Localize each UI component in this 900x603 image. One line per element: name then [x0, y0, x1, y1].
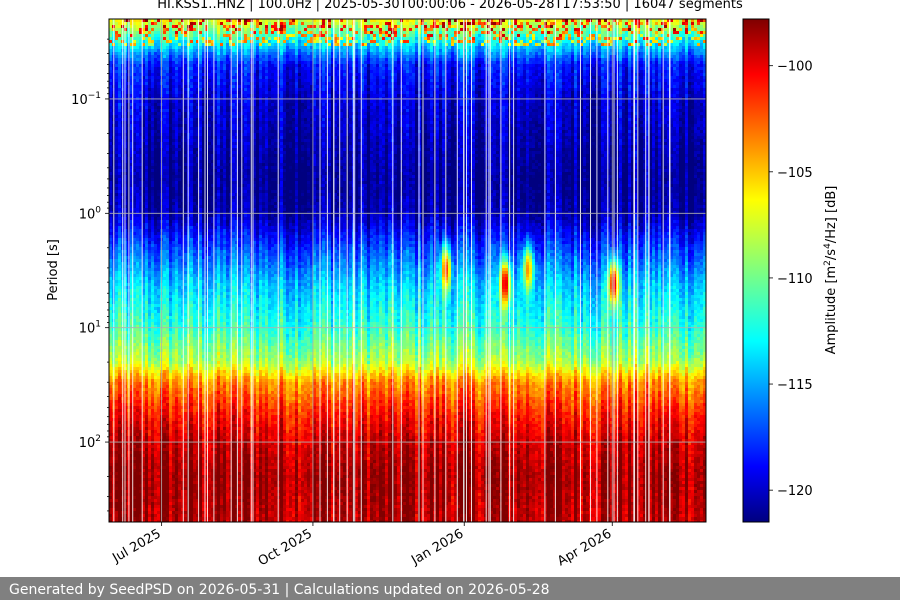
x-tick-label: Oct 2025 [256, 526, 315, 569]
colorbar-tick-label: −105 [777, 166, 813, 181]
y-axis: 10−1 100 101 102 [71, 39, 109, 511]
colorbar-label: Amplitude [m2/s4/Hz] [dB] [823, 186, 839, 355]
y-tick-label: 102 [79, 434, 101, 451]
x-tick-label: Jul 2025 [109, 526, 163, 566]
x-axis: Jul 2025 Oct 2025 Jan 2026 Apr 2026 [109, 522, 614, 569]
colorbar [743, 19, 769, 522]
y-axis-label: Period [s] [46, 239, 61, 301]
colorbar-tick-label: −120 [777, 484, 813, 499]
spectrogram-heatmap [109, 19, 706, 523]
psd-chart: 10−1 100 101 102 Jul 2025 Oct 2025 Jan 2026 Ap… [0, 0, 900, 577]
x-tick-label: Apr 2026 [555, 526, 614, 569]
footer-text: Generated by SeedPSD on 2026-05-31 | Cal… [0, 577, 900, 600]
y-tick-label: 100 [79, 205, 102, 222]
y-tick-label: 101 [79, 320, 101, 337]
colorbar-tick-label: −100 [777, 60, 813, 75]
colorbar-tick-label: −110 [777, 272, 813, 287]
x-tick-label: Jan 2026 [408, 526, 466, 568]
colorbar-tick-label: −115 [777, 378, 813, 393]
colorbar-axis: −100 −105 −110 −115 −120 [769, 60, 813, 499]
y-tick-label: 10−1 [71, 91, 101, 108]
